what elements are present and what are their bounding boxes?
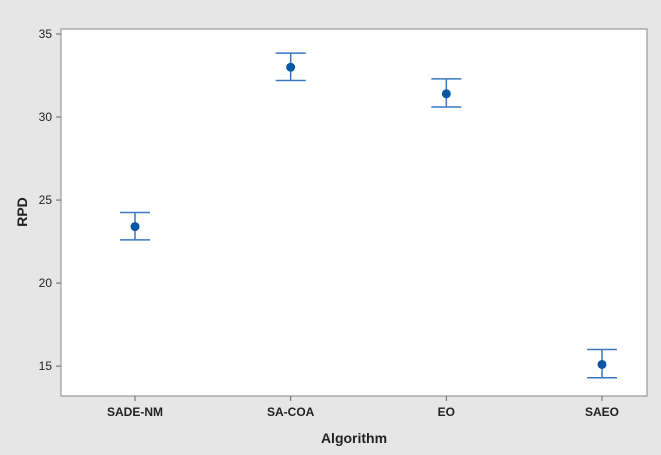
x-tick-label: EO [438, 405, 455, 419]
mean-point [441, 89, 451, 99]
y-axis: 15 20 25 30 35 [39, 27, 61, 373]
y-axis-title: RPD [14, 197, 30, 227]
y-tick-label: 30 [39, 110, 53, 124]
x-tick-label: SAEO [585, 405, 619, 419]
x-axis-title: Algorithm [321, 430, 387, 446]
y-tick-label: 25 [39, 193, 53, 207]
x-axis: SADE-NM SA-COA EO SAEO [107, 396, 619, 419]
y-tick-label: 35 [39, 27, 53, 41]
mean-point [130, 222, 140, 232]
y-tick-label: 15 [39, 359, 53, 373]
interval-series [120, 52, 617, 379]
mean-point [597, 359, 607, 369]
x-tick-label: SA-COA [267, 405, 315, 419]
y-tick-label: 20 [39, 276, 53, 290]
mean-point [286, 62, 296, 72]
x-tick-label: SADE-NM [107, 405, 163, 419]
plot-area [60, 28, 648, 397]
